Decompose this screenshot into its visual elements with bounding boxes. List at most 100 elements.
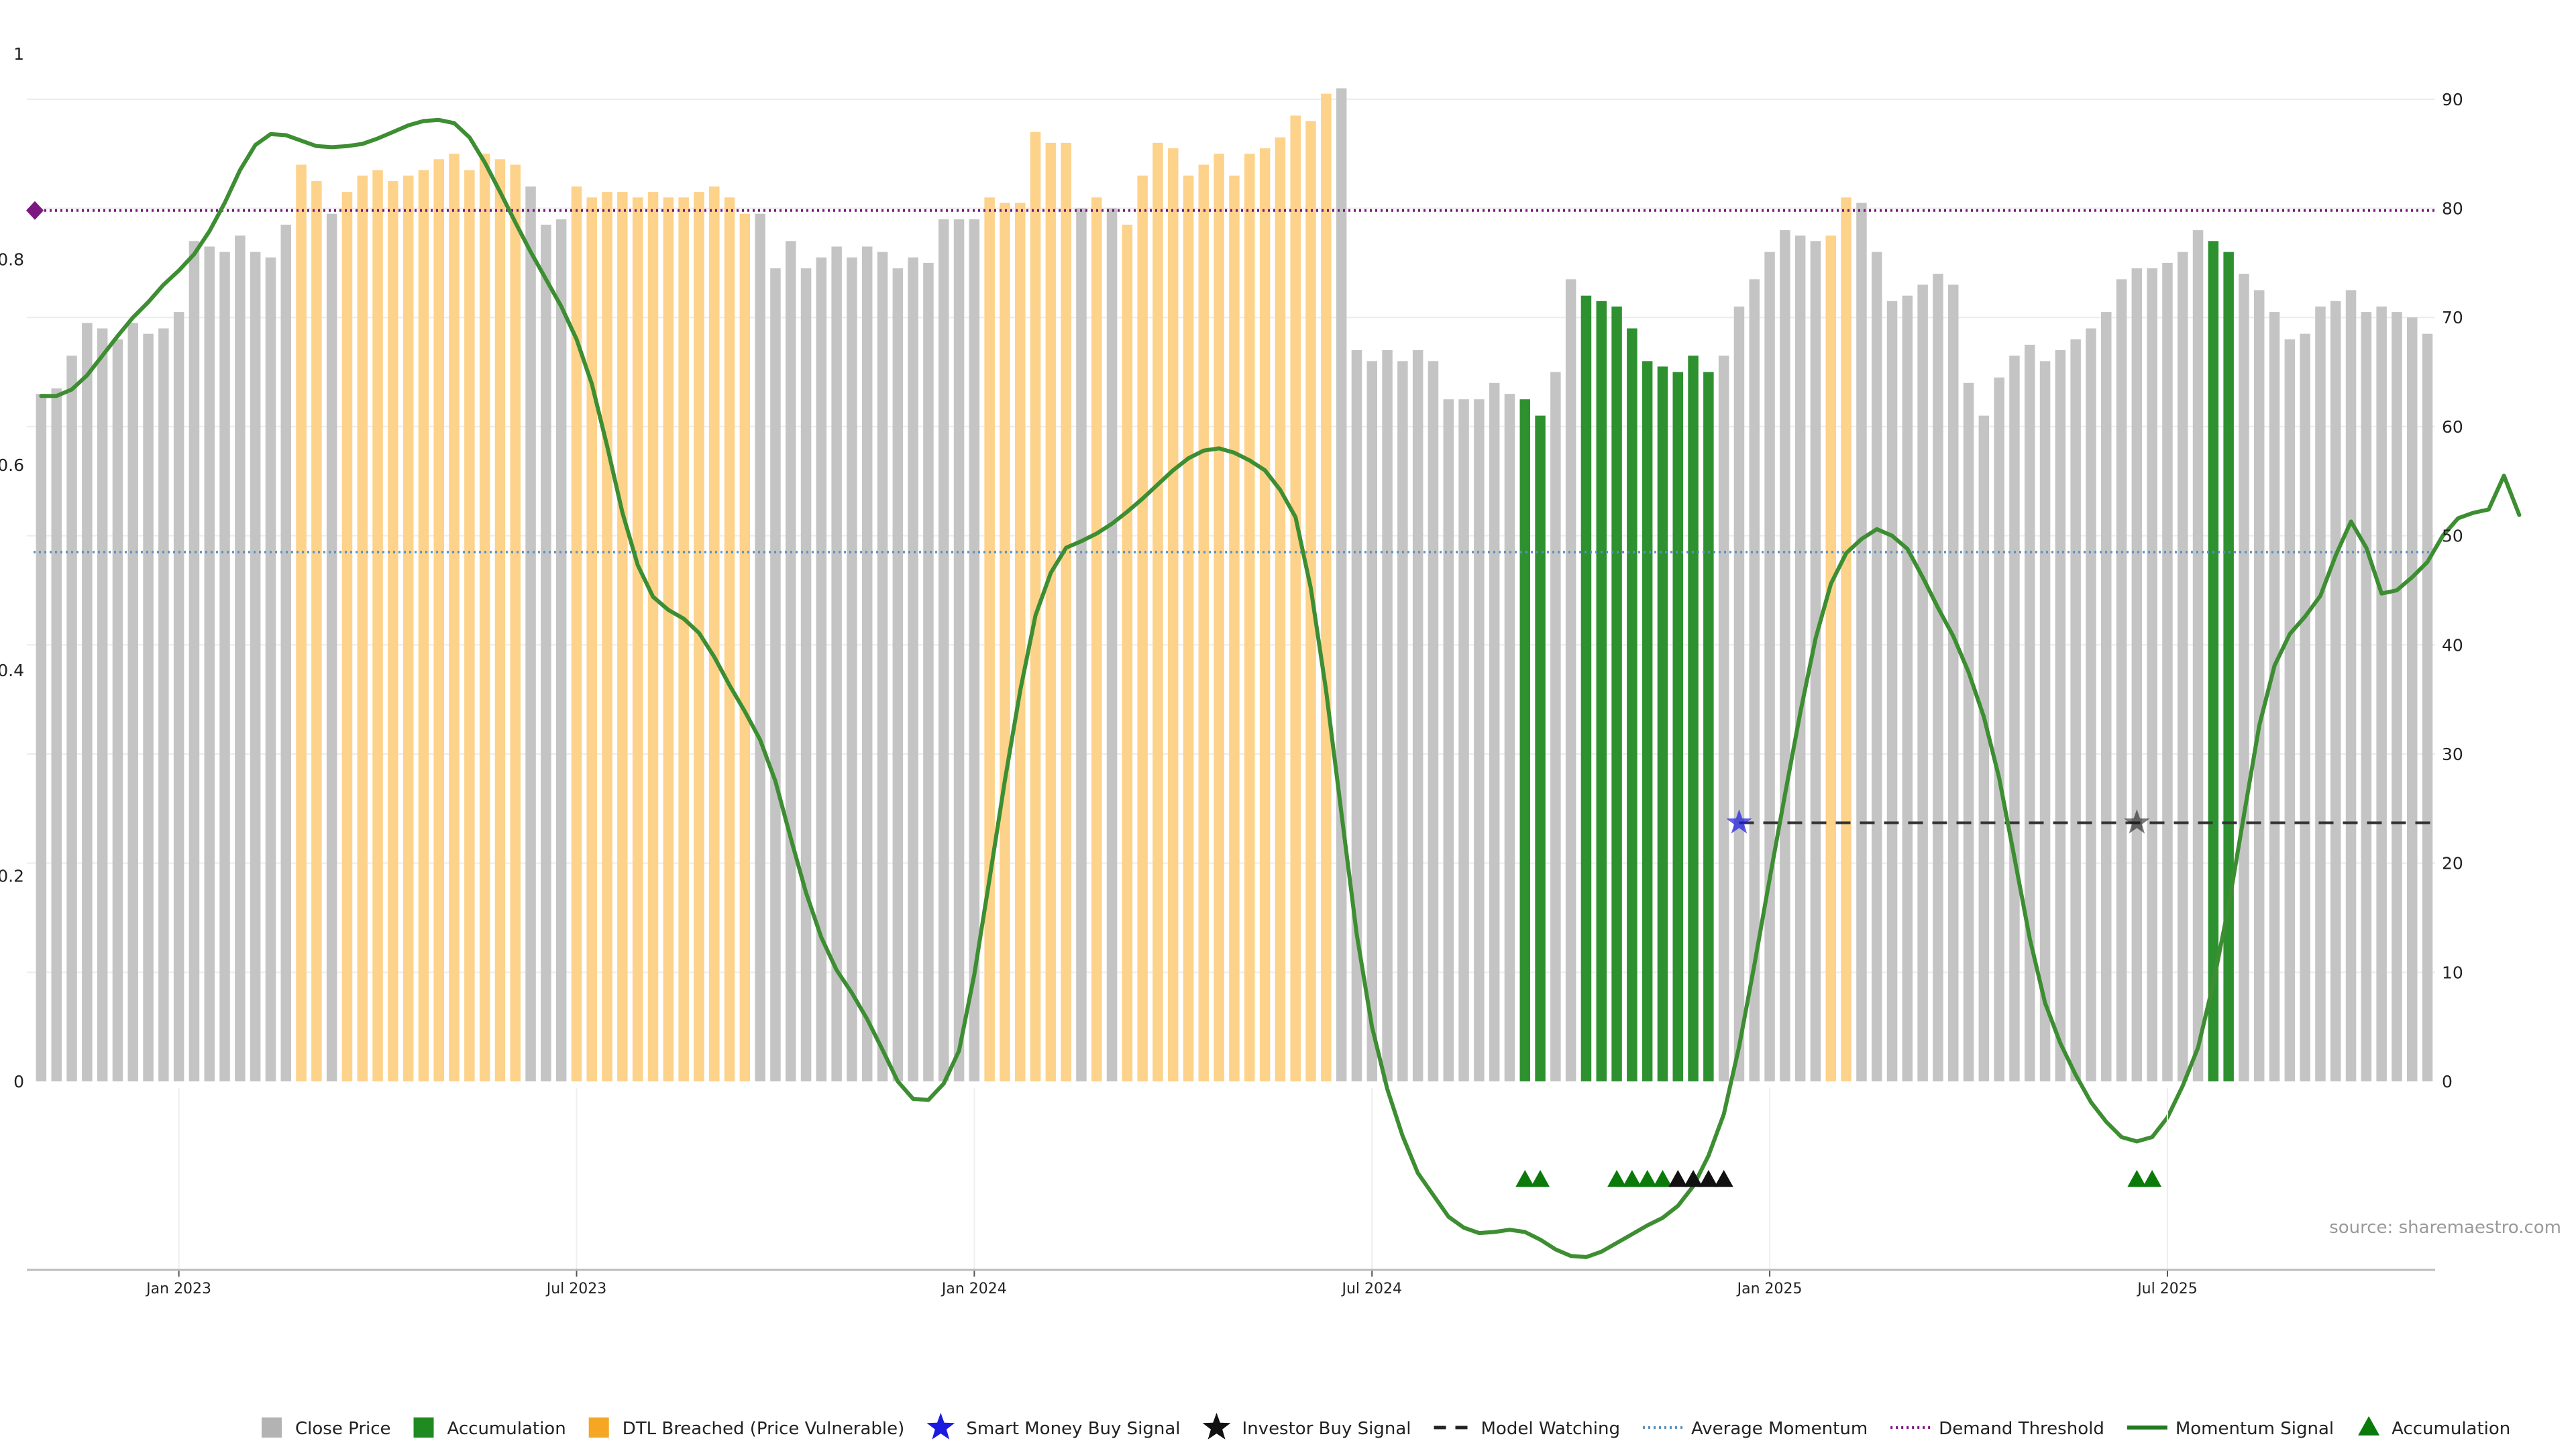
- close-price-bar: [2086, 328, 2096, 1081]
- dtl-bar: [341, 192, 353, 1082]
- date-tick-label: Jul 2025: [2136, 1281, 2198, 1297]
- dtl-bar: [1259, 148, 1271, 1082]
- legend-label: Accumulation: [447, 1419, 566, 1439]
- dtl-bar: [464, 170, 475, 1082]
- dtl-bar: [1122, 224, 1133, 1081]
- close-price-bar: [2101, 312, 2112, 1082]
- legend-swatch: [588, 1417, 609, 1438]
- close-price-bar: [555, 219, 567, 1081]
- close-price-bar: [1810, 241, 1821, 1081]
- legend-label: Momentum Signal: [2176, 1419, 2334, 1439]
- close-price-bar: [525, 186, 536, 1081]
- close-price-bar: [1443, 399, 1454, 1081]
- close-price-bar: [2147, 268, 2157, 1081]
- dtl-bar: [1275, 137, 1286, 1081]
- close-price-bar: [127, 323, 138, 1081]
- legend-label: Model Watching: [1481, 1419, 1620, 1439]
- close-price-bar: [2315, 306, 2326, 1081]
- dtl-bar: [494, 159, 506, 1081]
- close-price-bar: [1351, 350, 1362, 1081]
- close-price-bar: [204, 246, 215, 1081]
- legend-triangle-icon: [2358, 1416, 2380, 1436]
- investor-marker: [1714, 1170, 1733, 1187]
- legend-star-icon: [926, 1413, 955, 1440]
- close-price-bar: [892, 268, 904, 1081]
- dtl-bar: [647, 192, 659, 1082]
- close-price-bar: [1428, 361, 1439, 1081]
- accumulation-bar: [1657, 366, 1668, 1081]
- left-tick-label: 0: [13, 1072, 24, 1091]
- close-price-bar: [2361, 312, 2372, 1082]
- dtl-bar: [1183, 175, 1194, 1082]
- legend-swatch: [262, 1417, 282, 1438]
- close-price-bar: [1872, 252, 1882, 1082]
- dtl-bar: [1015, 203, 1026, 1081]
- investor-marker: [1668, 1170, 1688, 1187]
- close-price-bar: [1718, 356, 1729, 1082]
- dtl-bar: [1061, 142, 1071, 1081]
- close-price-bar: [938, 219, 949, 1081]
- dtl-bar: [1137, 175, 1148, 1082]
- accumulation-bar: [2223, 252, 2234, 1082]
- left-tick-label: 0.4: [0, 661, 24, 680]
- close-price-bar: [2192, 230, 2204, 1082]
- accumulation-marker: [2143, 1170, 2162, 1187]
- dtl-bar: [311, 180, 322, 1081]
- close-price-bar: [2178, 252, 2188, 1082]
- date-tick-label: Jul 2024: [1340, 1281, 1402, 1297]
- close-price-bar: [2131, 268, 2143, 1081]
- close-price-bar: [786, 241, 796, 1081]
- close-price-bar: [235, 235, 246, 1082]
- close-price-bar: [1412, 350, 1424, 1081]
- close-price-bar: [2284, 339, 2296, 1081]
- legend-label: Average Momentum: [1691, 1419, 1868, 1439]
- legend-label: DTL Breached (Price Vulnerable): [623, 1419, 905, 1439]
- investor-marker: [1684, 1170, 1703, 1187]
- legend-label: Accumulation: [2392, 1419, 2510, 1439]
- close-price-bar: [1780, 230, 1790, 1082]
- close-price-bar: [2345, 290, 2357, 1081]
- accumulation-bar: [1627, 328, 1638, 1081]
- close-price-bar: [1856, 203, 1867, 1081]
- close-price-bar: [1794, 235, 1806, 1082]
- dtl-bar: [449, 154, 460, 1082]
- right-tick-label: 90: [2442, 90, 2463, 109]
- dtl-bar: [1000, 203, 1010, 1081]
- smart-money-buy-signal: [1726, 809, 1752, 834]
- close-price-bar: [189, 241, 200, 1081]
- date-tick-label: Jan 2023: [145, 1281, 211, 1297]
- close-price-bar: [1076, 208, 1087, 1081]
- accumulation-marker: [1607, 1170, 1627, 1187]
- close-price-bar: [1458, 399, 1469, 1081]
- close-price-bar: [1106, 208, 1118, 1081]
- right-tick-label: 40: [2442, 635, 2463, 655]
- dtl-bar: [1229, 175, 1240, 1082]
- right-tick-label: 80: [2442, 199, 2463, 219]
- close-price-bar: [2055, 350, 2066, 1081]
- close-price-bar: [2039, 361, 2051, 1081]
- close-price-bar: [770, 268, 781, 1081]
- dtl-bar: [1168, 148, 1179, 1082]
- accumulation-marker: [1531, 1170, 1550, 1187]
- close-price-bar: [2392, 312, 2402, 1082]
- legend-item: Accumulation: [413, 1417, 566, 1439]
- left-tick-label: 0.8: [0, 250, 24, 269]
- accumulation-marker: [1638, 1170, 1657, 1187]
- dtl-bar: [372, 170, 383, 1082]
- close-price-bar: [112, 339, 123, 1081]
- momentum-series: [39, 117, 2522, 1259]
- investor-marker: [1699, 1170, 1718, 1187]
- close-price-bar: [158, 328, 169, 1081]
- dtl-bar: [479, 154, 490, 1082]
- close-price-bar: [2009, 356, 2020, 1082]
- close-price-bar: [816, 257, 827, 1082]
- close-price-bar: [143, 333, 154, 1082]
- dtl-bar: [586, 197, 597, 1081]
- close-price-bar: [1504, 394, 1515, 1081]
- lower-panel: Jan 2023 Jul 2023 Jan 2024 Jul 2024 Jan 2025…: [27, 1088, 2435, 1297]
- close-price-bar: [1366, 361, 1377, 1081]
- dtl-bar: [388, 180, 398, 1081]
- close-price-bar: [250, 252, 261, 1082]
- close-price-bar: [2162, 262, 2173, 1081]
- legend-item: Investor Buy Signal: [1202, 1413, 1411, 1440]
